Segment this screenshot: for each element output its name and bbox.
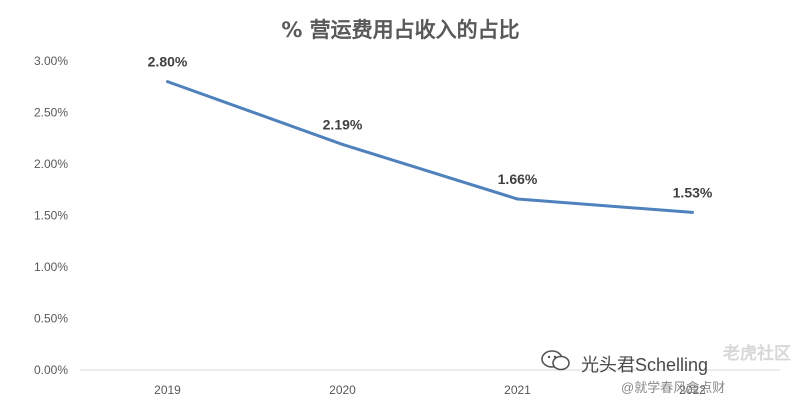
data-point	[516, 197, 519, 201]
series-line	[166, 80, 693, 214]
y-tick-label: 0.50%	[34, 312, 68, 326]
data-label: 1.53%	[673, 184, 713, 200]
y-tick-label: 1.50%	[34, 209, 68, 223]
y-tick-label: 0.00%	[34, 363, 68, 377]
data-point	[166, 80, 169, 84]
x-tick-label: 2019	[154, 383, 181, 397]
data-label: 1.66%	[498, 171, 538, 187]
y-tick-label: 3.00%	[34, 54, 68, 68]
data-label: 2.80%	[148, 54, 188, 70]
x-tick-label: 2020	[329, 383, 356, 397]
x-tick-label: 2021	[504, 383, 531, 397]
data-point	[341, 142, 344, 146]
y-tick-label: 2.00%	[34, 157, 68, 171]
x-tick-label: 2022	[679, 383, 706, 397]
data-point	[691, 210, 694, 214]
chart-title: % 营运费用占收入的占比	[281, 18, 520, 42]
data-label: 2.19%	[323, 116, 363, 132]
y-tick-label: 1.00%	[34, 260, 68, 274]
y-tick-label: 2.50%	[34, 106, 68, 120]
